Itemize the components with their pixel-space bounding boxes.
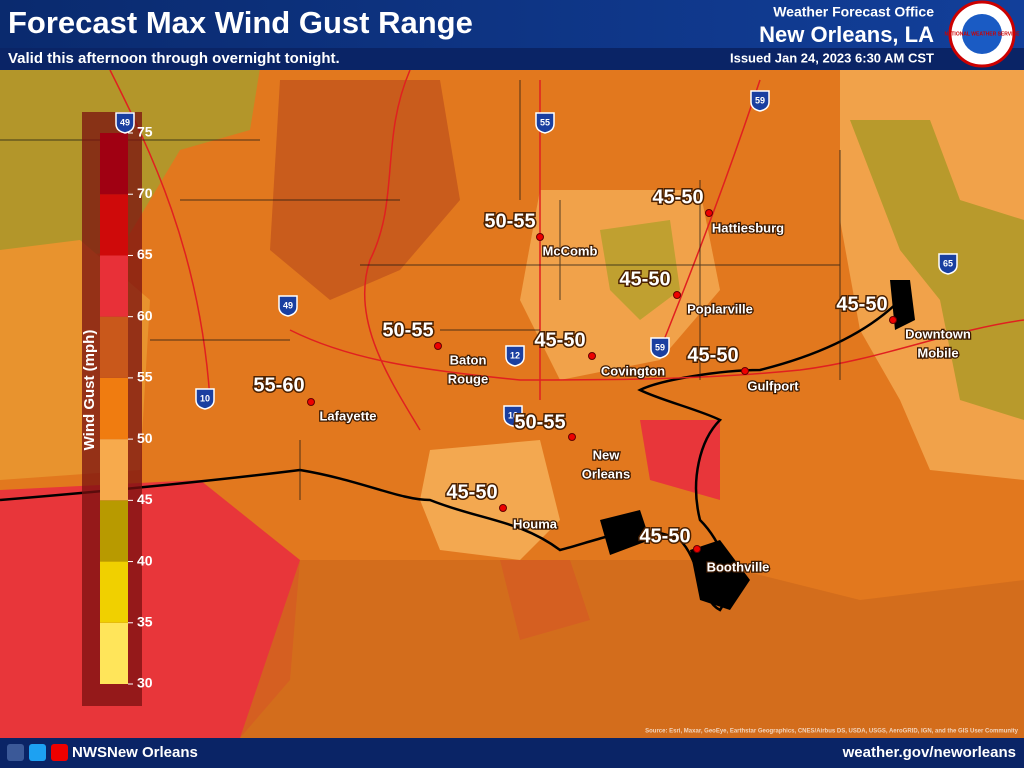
legend-swatch xyxy=(100,255,128,317)
city-dot xyxy=(434,342,442,350)
city-dot xyxy=(673,291,681,299)
city-name: Boothville xyxy=(707,559,770,574)
highway-number: 49 xyxy=(120,117,130,127)
highway-number: 10 xyxy=(200,393,210,403)
city-dot xyxy=(693,545,701,553)
city-name: Lafayette xyxy=(319,408,376,423)
legend-tick-label: 65 xyxy=(137,246,153,262)
legend-title: Wind Gust (mph) xyxy=(81,330,98,451)
region xyxy=(270,80,460,300)
gust-range: 45-50 xyxy=(836,293,887,315)
legend-tick-label: 75 xyxy=(137,124,153,140)
highway-number: 10 xyxy=(508,410,518,420)
legend-swatch xyxy=(100,377,128,440)
highway-shield xyxy=(535,112,555,134)
gust-range: 45-50 xyxy=(446,481,497,503)
title: Forecast Max Wind Gust Range xyxy=(8,5,473,40)
legend-tick-label: 45 xyxy=(137,491,153,507)
city-name: Houma xyxy=(513,516,558,531)
city-name: Covington xyxy=(601,363,665,378)
region xyxy=(0,480,300,738)
highway-number: 49 xyxy=(283,300,293,310)
city-name: Hattiesburg xyxy=(712,220,784,235)
legend-tick-label: 60 xyxy=(137,307,153,323)
office-name: Weather Forecast Office xyxy=(773,4,934,20)
highway-number: 59 xyxy=(655,342,665,352)
legend-swatch xyxy=(100,133,128,195)
city-dot xyxy=(307,398,315,406)
city-dot xyxy=(588,352,596,360)
region xyxy=(600,220,680,320)
facebook-icon xyxy=(7,744,24,761)
social-handle: NWSNew Orleans xyxy=(72,744,198,761)
highway-shield xyxy=(195,388,215,410)
city-name: Gulfport xyxy=(747,378,799,393)
subheader-bar xyxy=(0,48,1024,70)
header-bar xyxy=(0,0,1024,48)
attribution: Source: Esri, Maxar, GeoEye, Earthstar G… xyxy=(645,729,1019,735)
city-name: Poplarville xyxy=(687,301,753,316)
issued-time: Issued Jan 24, 2023 6:30 AM CST xyxy=(730,50,934,65)
city-name: Baton xyxy=(450,352,487,367)
highway-number: 12 xyxy=(510,350,520,360)
legend-swatch xyxy=(100,194,128,256)
region xyxy=(850,120,1024,420)
highway-shield xyxy=(278,295,298,317)
highway-number: 59 xyxy=(755,95,765,105)
city-name: Rouge xyxy=(448,371,488,386)
highway xyxy=(109,69,1024,431)
twitter-icon xyxy=(29,744,46,761)
legend-swatch xyxy=(100,561,128,623)
gust-range: 50-55 xyxy=(514,411,565,433)
city-dot xyxy=(889,316,897,324)
website: weather.gov/neworleans xyxy=(842,744,1016,761)
nws-logo-center xyxy=(962,14,1002,54)
city-name: New xyxy=(593,447,621,462)
legend-swatch xyxy=(100,439,128,501)
legend-tick-label: 50 xyxy=(137,430,153,446)
legend-tick-label: 70 xyxy=(137,185,153,201)
highway-shield xyxy=(650,337,670,359)
gust-range: 45-50 xyxy=(534,329,585,351)
gust-range: 45-50 xyxy=(619,268,670,290)
city-dot xyxy=(499,504,507,512)
gust-range: 45-50 xyxy=(652,186,703,208)
city-name: Orleans xyxy=(582,466,630,481)
city-name: McComb xyxy=(543,243,598,258)
legend-swatch xyxy=(100,316,128,378)
footer-bar xyxy=(0,738,1024,768)
gust-range: 50-55 xyxy=(382,319,433,341)
highway-shield xyxy=(505,345,525,367)
legend-swatch xyxy=(100,500,128,562)
gust-range: 45-50 xyxy=(687,344,738,366)
legend-tick-label: 40 xyxy=(137,552,153,568)
subtitle: Valid this afternoon through overnight t… xyxy=(8,50,340,67)
gust-range: 50-55 xyxy=(484,210,535,232)
city-dot xyxy=(705,209,713,217)
highway-shield xyxy=(750,90,770,112)
region xyxy=(240,560,1024,738)
nws-logo-text: NATIONAL WEATHER SERVICE xyxy=(945,31,1021,37)
legend-tick-label: 55 xyxy=(137,369,153,385)
highway-number: 55 xyxy=(540,117,550,127)
gust-range: 45-50 xyxy=(639,525,690,547)
legend-swatch xyxy=(100,622,128,684)
office-city: New Orleans, LA xyxy=(759,22,934,47)
city-dot xyxy=(568,433,576,441)
highway-shield xyxy=(503,405,523,427)
city-name: Mobile xyxy=(917,345,958,360)
region xyxy=(640,420,720,500)
youtube-icon xyxy=(51,744,68,761)
city-name: Downtown xyxy=(905,326,971,341)
city-dot xyxy=(741,367,749,375)
legend-tick-label: 35 xyxy=(137,613,153,629)
highway-shield xyxy=(938,253,958,275)
highway-number: 65 xyxy=(943,258,953,268)
gust-range: 55-60 xyxy=(253,374,304,396)
highway-shield xyxy=(115,112,135,134)
city-dot xyxy=(536,233,544,241)
legend-tick-label: 30 xyxy=(137,675,153,691)
